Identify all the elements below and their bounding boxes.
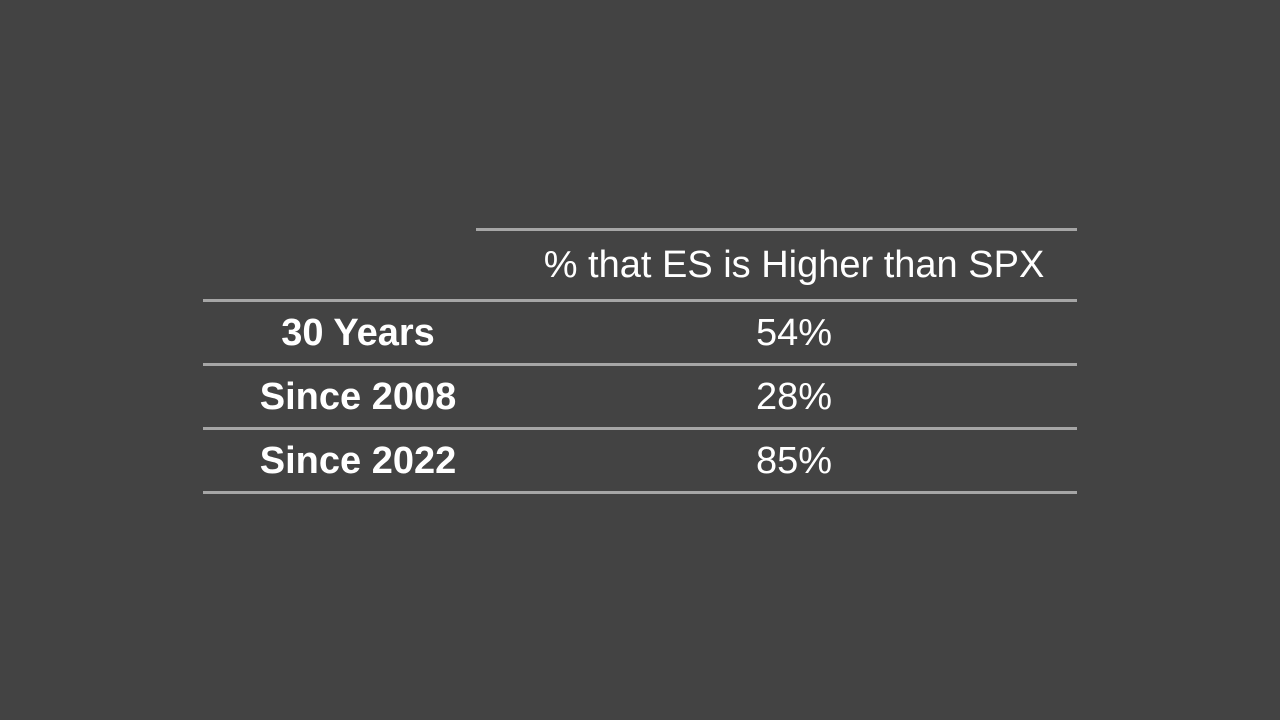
table-header-cell: % that ES is Higher than SPX xyxy=(476,228,1077,299)
row-label: Since 2008 xyxy=(259,375,457,418)
table-row: Since 2022 85% xyxy=(203,430,1077,494)
header-empty-cell xyxy=(203,228,476,299)
row-label: 30 Years xyxy=(281,311,435,354)
es-vs-spx-table: % that ES is Higher than SPX 30 Years 54… xyxy=(203,228,1077,494)
row-label: Since 2022 xyxy=(259,439,457,482)
row-value: 85% xyxy=(755,439,833,482)
table-row: Since 2008 28% xyxy=(203,366,1077,430)
table-header-row: % that ES is Higher than SPX xyxy=(203,228,1077,302)
table-row: 30 Years 54% xyxy=(203,302,1077,366)
row-value: 54% xyxy=(755,311,833,354)
row-value: 28% xyxy=(755,375,833,418)
